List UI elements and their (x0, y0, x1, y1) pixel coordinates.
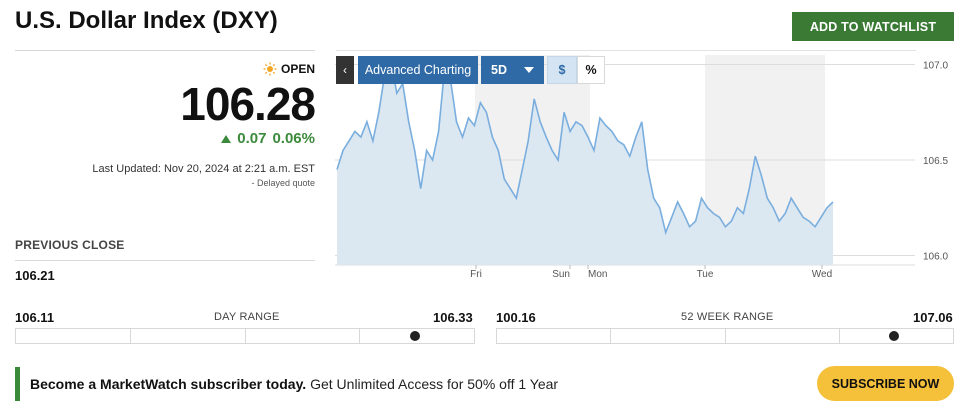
percent-toggle[interactable]: % (577, 56, 605, 84)
add-to-watchlist-button[interactable]: ADD TO WATCHLIST (792, 12, 954, 41)
day-range-low: 106.11 (15, 310, 55, 325)
delayed-label: Delayed quote (256, 178, 315, 188)
promo-offer: Get Unlimited Access for 50% off 1 Year (306, 376, 559, 392)
last-updated: Last Updated: Nov 20, 2024 at 2:21 a.m. … (92, 163, 315, 175)
x-axis: Fri Sun Mon Tue Wed (470, 265, 832, 280)
x-tick-label: Sun (552, 269, 570, 280)
advanced-charting-button[interactable]: Advanced Charting (358, 56, 478, 84)
dollar-toggle[interactable]: $ (547, 56, 577, 84)
divider (15, 260, 315, 261)
x-tick-label: Mon (588, 269, 607, 280)
chevron-left-icon: ‹ (343, 63, 347, 77)
promo-text: Become a MarketWatch subscriber today. G… (30, 376, 558, 392)
week52-range-track (496, 328, 954, 344)
page-title: U.S. Dollar Index (DXY) (15, 7, 278, 34)
day-range-marker (410, 331, 421, 341)
up-arrow-icon (221, 134, 232, 143)
collapse-toolbar-button[interactable]: ‹ (336, 56, 354, 84)
divider (15, 50, 315, 51)
promo-bold: Become a MarketWatch subscriber today. (30, 376, 307, 392)
y-tick-label: 106.5 (923, 156, 948, 167)
week52-range-marker (889, 331, 900, 341)
price-area (337, 58, 833, 265)
week52-range-low: 100.16 (496, 310, 536, 325)
caret-down-icon (524, 67, 534, 73)
y-axis: 107.0 106.5 106.0 (923, 61, 948, 263)
x-tick-label: Fri (470, 269, 482, 280)
delayed-quote-note: - Delayed quote (251, 178, 315, 188)
period-select[interactable]: 5D (481, 56, 544, 84)
status-label: OPEN (280, 62, 315, 76)
price-line (336, 55, 834, 236)
change-value: 0.07 (237, 130, 267, 147)
promo-accent (15, 367, 20, 401)
x-tick-label: Tue (697, 269, 714, 280)
quote-change: 0.07 0.06% (221, 130, 315, 147)
market-status: OPEN (263, 62, 315, 76)
price-chart[interactable]: 107.0 106.5 106.0 Fri Sun Mon Tue Wed (335, 50, 955, 280)
y-tick-label: 107.0 (923, 61, 948, 72)
dash-icon: - (251, 178, 257, 188)
day-range-label: DAY RANGE (214, 311, 280, 323)
quote-price: 106.28 (180, 78, 316, 130)
divider (336, 50, 916, 51)
week52-range-label: 52 WEEK RANGE (681, 311, 774, 323)
period-label: 5D (491, 63, 507, 77)
y-tick-label: 106.0 (923, 251, 948, 262)
week52-range-high: 107.06 (913, 310, 953, 325)
subscribe-button[interactable]: SUBSCRIBE NOW (817, 366, 954, 401)
change-percent: 0.06% (272, 130, 315, 147)
day-range-track (15, 328, 475, 344)
sun-icon (263, 62, 277, 76)
day-range-high: 106.33 (433, 310, 473, 325)
x-tick-label: Wed (812, 269, 832, 280)
previous-close-label: PREVIOUS CLOSE (15, 238, 125, 252)
previous-close-value: 106.21 (15, 268, 55, 283)
